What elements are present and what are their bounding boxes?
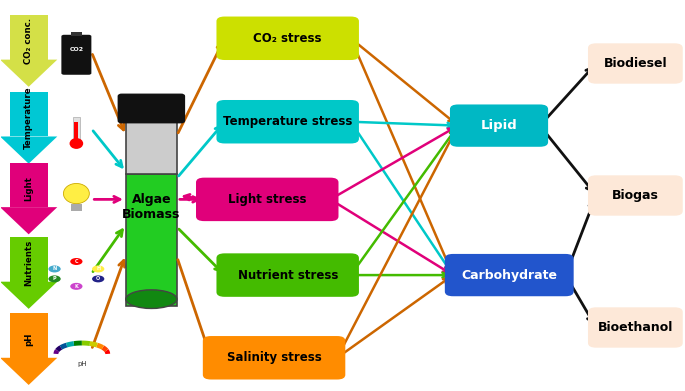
Text: Nutrients: Nutrients — [24, 240, 33, 286]
Text: Temperature: Temperature — [24, 86, 33, 149]
Text: Light: Light — [24, 176, 33, 201]
FancyBboxPatch shape — [588, 175, 683, 216]
Text: N: N — [53, 266, 57, 271]
Polygon shape — [0, 136, 58, 164]
Text: Carbohydrate: Carbohydrate — [461, 269, 558, 282]
Bar — [71, 204, 82, 211]
Ellipse shape — [126, 290, 177, 308]
FancyBboxPatch shape — [588, 307, 683, 348]
FancyBboxPatch shape — [445, 254, 573, 296]
Text: Bioethanol: Bioethanol — [598, 321, 673, 334]
Bar — [10, 92, 48, 136]
Text: Lipid: Lipid — [481, 119, 517, 132]
Text: Algae
Biomass: Algae Biomass — [122, 193, 181, 221]
Ellipse shape — [49, 265, 61, 273]
Bar — [75, 122, 78, 143]
FancyBboxPatch shape — [216, 253, 359, 297]
Text: Biogas: Biogas — [612, 189, 659, 202]
Text: CO₂ conc.: CO₂ conc. — [24, 18, 33, 64]
Ellipse shape — [71, 258, 82, 265]
Text: P: P — [53, 276, 56, 282]
Text: H: H — [96, 266, 100, 271]
Ellipse shape — [70, 138, 83, 149]
Text: Biodiesel: Biodiesel — [603, 57, 667, 70]
FancyBboxPatch shape — [216, 16, 359, 60]
FancyBboxPatch shape — [588, 43, 683, 84]
Bar — [126, 116, 177, 174]
Polygon shape — [0, 358, 58, 385]
FancyBboxPatch shape — [62, 35, 91, 75]
Bar — [10, 237, 48, 282]
FancyBboxPatch shape — [216, 100, 359, 143]
Text: CO2: CO2 — [69, 47, 84, 52]
Bar — [10, 15, 48, 59]
Polygon shape — [0, 207, 58, 234]
Text: Salinity stress: Salinity stress — [227, 351, 321, 364]
Bar — [10, 163, 48, 207]
Text: Nutrient stress: Nutrient stress — [238, 269, 338, 282]
Ellipse shape — [71, 283, 82, 290]
FancyBboxPatch shape — [196, 178, 338, 221]
Text: CO₂ stress: CO₂ stress — [253, 32, 322, 45]
Text: pH: pH — [77, 361, 86, 367]
FancyBboxPatch shape — [119, 94, 184, 123]
Ellipse shape — [92, 275, 104, 282]
Text: K: K — [75, 284, 78, 289]
Text: Temperature stress: Temperature stress — [223, 115, 352, 128]
Ellipse shape — [49, 275, 61, 282]
Bar — [10, 313, 48, 358]
Text: O: O — [96, 276, 100, 282]
Text: pH: pH — [24, 332, 33, 346]
Bar — [126, 174, 177, 306]
Text: Light stress: Light stress — [228, 193, 306, 206]
Bar — [73, 117, 79, 142]
FancyBboxPatch shape — [203, 336, 345, 380]
Ellipse shape — [92, 265, 104, 273]
FancyBboxPatch shape — [450, 104, 548, 147]
Polygon shape — [0, 282, 58, 309]
Ellipse shape — [64, 183, 89, 204]
Bar — [71, 32, 82, 36]
Text: C: C — [75, 259, 78, 264]
Polygon shape — [0, 59, 58, 87]
